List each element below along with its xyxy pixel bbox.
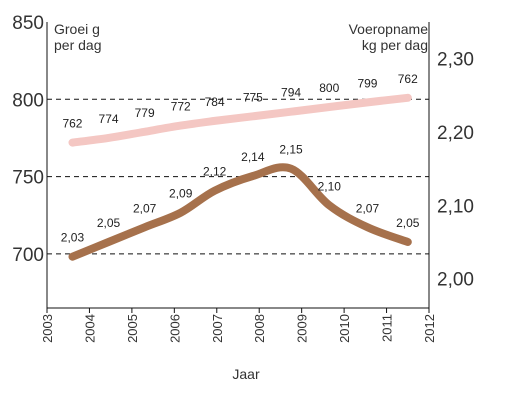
right-y-tick: 2,30 [437, 50, 474, 71]
data-label: 2,05 [97, 216, 121, 230]
right-y-ticks: 2,30 2,20 2,10 2,00 [437, 50, 474, 291]
data-label: 775 [243, 90, 263, 104]
data-label: 799 [357, 76, 377, 90]
x-tick-label: 2004 [82, 314, 97, 343]
x-tick-label: 2006 [167, 314, 182, 343]
right-axis-title-line2: kg per dag [362, 37, 428, 53]
data-label: 779 [135, 106, 155, 120]
data-label: 784 [205, 95, 225, 109]
data-label: 2,03 [61, 231, 85, 245]
x-ticks: 2003 2004 2005 2006 2007 2008 2009 2010 2011 2012 [40, 308, 437, 343]
data-label: 2,09 [169, 187, 193, 201]
data-label: 762 [398, 72, 418, 86]
x-tick-label: 2012 [422, 314, 437, 343]
x-tick-label: 2009 [295, 314, 310, 343]
series-group [68, 93, 412, 261]
data-label: 772 [171, 100, 191, 114]
data-label: 2,07 [133, 201, 157, 215]
left-y-tick: 850 [12, 13, 44, 34]
left-y-tick: 800 [12, 90, 44, 111]
left-y-ticks: 850 800 750 700 [12, 13, 44, 266]
data-label: 774 [99, 112, 119, 126]
data-label: 2,07 [356, 201, 380, 215]
right-y-tick: 2,00 [437, 270, 474, 291]
data-label: 2,10 [318, 179, 342, 193]
x-tick-label: 2011 [380, 314, 395, 342]
left-axis-title-line2: per dag [54, 37, 101, 53]
x-tick-label: 2010 [337, 314, 352, 343]
x-tick-label: 2007 [210, 314, 225, 343]
data-label: 2,14 [241, 150, 265, 164]
left-y-tick: 750 [12, 168, 44, 189]
x-tick-label: 2008 [252, 314, 267, 343]
x-axis-title: Jaar [232, 366, 260, 382]
data-label: 2,12 [203, 165, 227, 179]
data-label: 2,05 [396, 216, 420, 230]
series-line-1 [68, 93, 412, 147]
right-y-tick: 2,10 [437, 196, 474, 217]
data-label: 762 [62, 117, 82, 131]
series-line-2 [68, 163, 412, 261]
right-y-tick: 2,20 [437, 123, 474, 144]
data-label: 800 [319, 81, 339, 95]
x-tick-label: 2003 [40, 314, 55, 343]
left-axis-title-line1: Groei g [54, 21, 100, 37]
data-labels-group: 762 774 779 772 784 775 794 800 799 762 2,03 2,05 2,… [61, 72, 420, 245]
data-label: 794 [281, 86, 301, 100]
x-tick-label: 2005 [125, 314, 140, 343]
left-y-tick: 700 [12, 245, 44, 266]
right-axis-title-line1: Voeropname [349, 21, 429, 37]
data-label: 2,15 [279, 143, 303, 157]
